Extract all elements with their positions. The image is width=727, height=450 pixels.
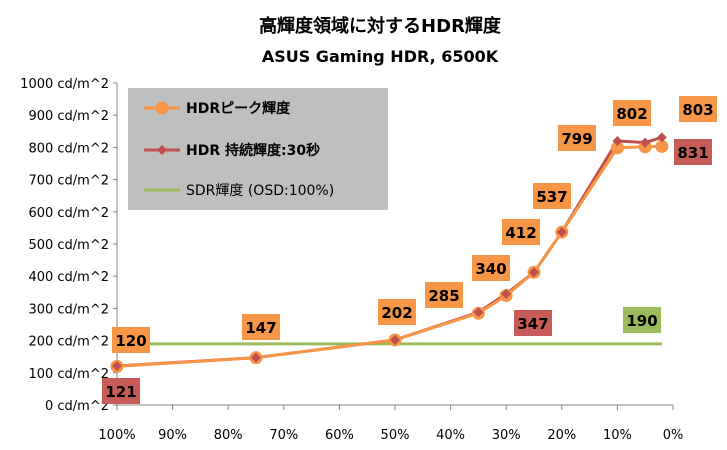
series-layer — [110, 132, 669, 373]
legend: HDRピーク輝度 HDR 持続輝度:30秒 SDR輝度 (OSD:100%) — [128, 88, 388, 210]
point-sustained — [390, 334, 400, 345]
x-tick-label: 100% — [98, 428, 135, 443]
legend-label: HDR 持続輝度:30秒 — [186, 142, 320, 159]
point-peak — [610, 141, 624, 155]
data-label-peak-box — [112, 327, 150, 353]
data-label-peak: 537 — [536, 188, 567, 206]
data-label-peak: 412 — [505, 224, 536, 242]
data-label-peak: 147 — [245, 319, 276, 337]
y-tick-label: 1000 cd/m^2 — [20, 77, 109, 92]
axes: 0 cd/m^2 100 cd/m^2 200 cd/m^2 300 cd/m^2 40… — [20, 77, 683, 443]
point-sustained — [501, 288, 512, 299]
x-tick-label: 10% — [603, 428, 632, 443]
legend-swatch-marker — [157, 145, 167, 155]
data-label-sdr: 190 — [626, 312, 657, 330]
point-sustained — [529, 267, 539, 278]
x-tick-label: 80% — [214, 428, 243, 443]
series-line-peak — [116, 144, 662, 368]
y-tick-label: 600 cd/m^2 — [28, 206, 109, 221]
x-tick-label: 70% — [269, 428, 298, 443]
y-tick-label: 700 cd/m^2 — [28, 174, 109, 189]
point-peak — [655, 139, 669, 153]
data-label-peak: 799 — [561, 130, 592, 148]
data-label-peak-box — [378, 299, 416, 325]
data-label-peak-box — [679, 96, 717, 122]
data-label-peak: 802 — [616, 105, 647, 123]
data-label-peak: 120 — [115, 332, 146, 350]
data-label-sustained: 347 — [517, 315, 548, 333]
data-label-peak-box — [533, 183, 571, 209]
data-label-peak: 803 — [682, 101, 713, 119]
x-tick-label: 30% — [492, 428, 521, 443]
data-label-sustained: 831 — [677, 144, 708, 162]
data-label-peak-box — [242, 314, 280, 340]
point-sustained — [251, 352, 261, 363]
data-label-peak-box — [502, 219, 540, 245]
data-label-peak-box — [613, 100, 651, 126]
data-label-sustained-box — [514, 310, 552, 336]
data-label-peak-box — [558, 125, 596, 151]
chart-subtitle: ASUS Gaming HDR, 6500K — [262, 47, 499, 66]
data-label-sustained-box — [674, 139, 712, 165]
data-label-peak-box — [472, 255, 510, 281]
legend-label: SDR輝度 (OSD:100%) — [186, 183, 334, 199]
point-sustained — [640, 137, 651, 148]
x-tick-label: 40% — [436, 428, 465, 443]
data-label-sustained: 121 — [105, 383, 136, 401]
y-tick-label: 200 cd/m^2 — [28, 335, 109, 350]
x-tick-label: 20% — [547, 428, 576, 443]
y-tick-label: 100 cd/m^2 — [28, 367, 109, 382]
y-tick-label: 0 cd/m^2 — [45, 399, 109, 414]
y-tick-label: 400 cd/m^2 — [28, 270, 109, 285]
point-sustained — [612, 135, 623, 146]
x-tick-label: 0% — [663, 428, 684, 443]
y-tick-label: 900 cd/m^2 — [28, 109, 109, 124]
legend-swatch-marker — [155, 101, 169, 115]
x-tick-label: 90% — [158, 428, 187, 443]
x-tick-label: 50% — [381, 428, 410, 443]
point-sustained — [473, 307, 484, 318]
data-label-peak: 202 — [381, 304, 412, 322]
data-label-sdr-box — [623, 307, 661, 333]
point-sustained — [656, 132, 667, 143]
y-tick-label: 800 cd/m^2 — [28, 141, 109, 156]
point-sustained — [556, 227, 567, 238]
point-sustained — [112, 361, 122, 372]
x-tick-label: 60% — [325, 428, 354, 443]
y-tick-label: 300 cd/m^2 — [28, 302, 109, 317]
y-tick-label: 500 cd/m^2 — [28, 238, 109, 253]
legend-label: HDRピーク輝度 — [186, 100, 291, 117]
data-label-sustained-box — [102, 378, 140, 404]
data-label-peak-box — [425, 282, 463, 308]
data-label-peak: 340 — [475, 260, 506, 278]
chart-title: 高輝度領域に対するHDR輝度 — [259, 15, 502, 37]
data-label-peak: 285 — [428, 287, 459, 305]
